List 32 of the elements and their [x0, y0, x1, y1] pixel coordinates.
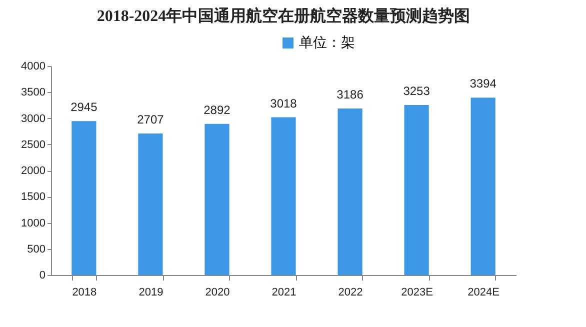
data-label: 3394	[470, 76, 497, 91]
chart-title: 2018-2024年中国通用航空在册航空器数量预测趋势图	[96, 7, 470, 25]
x-tick-label: 2018	[72, 286, 97, 298]
bar	[338, 108, 362, 275]
data-label: 3253	[403, 84, 430, 98]
x-tick-label: 2020	[205, 286, 230, 298]
x-tick-label: 2019	[138, 286, 164, 298]
bar	[204, 124, 230, 275]
bar	[404, 105, 429, 275]
y-tick-label: 3000	[21, 112, 46, 125]
bar	[72, 121, 96, 275]
y-tick-label: 4000	[21, 60, 46, 72]
data-label: 2892	[204, 102, 231, 117]
x-tick-label: 2022	[338, 286, 363, 298]
y-tick-label: 1500	[21, 191, 46, 204]
data-label: 2707	[137, 112, 164, 127]
y-tick-label: 0	[39, 270, 46, 282]
bar	[138, 134, 163, 275]
x-tick-label: 2023E	[401, 286, 433, 298]
bar	[271, 117, 296, 275]
y-tick-label: 2500	[21, 138, 46, 151]
x-tick-label: 2024E	[468, 286, 500, 298]
data-label: 2945	[70, 100, 98, 114]
data-label: 3186	[336, 88, 364, 102]
y-tick-label: 1000	[21, 217, 46, 230]
y-tick-label: 500	[27, 243, 46, 256]
y-tick-label: 2000	[21, 165, 46, 177]
y-tick-label: 3500	[21, 86, 46, 99]
x-tick-label: 2021	[272, 286, 296, 298]
data-label: 3018	[270, 96, 298, 110]
bar	[470, 98, 496, 275]
legend-label: 单位：架	[299, 34, 355, 50]
